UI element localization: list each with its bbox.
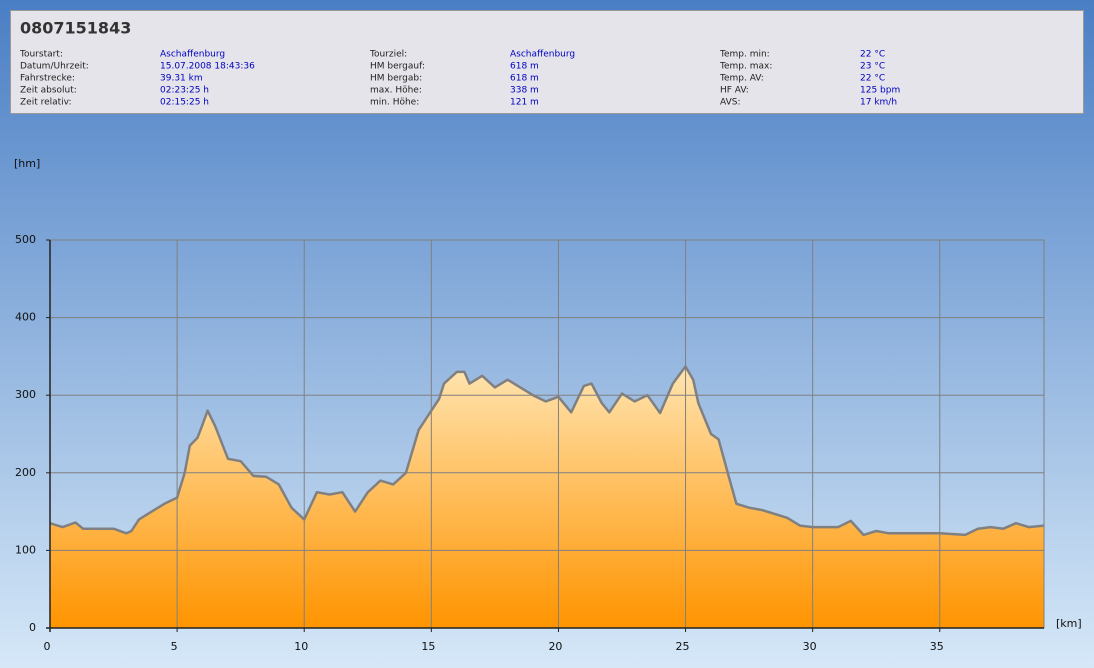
x-tick-label: 5 [171, 640, 178, 653]
x-tick-label: 25 [676, 640, 690, 653]
field-label: HM bergab: [370, 74, 422, 84]
tour-title: 0807151843 [20, 19, 131, 38]
field-value: 02:23:25 h [160, 86, 209, 96]
x-tick-label: 0 [44, 640, 51, 653]
field-value: 618 m [510, 74, 539, 84]
y-tick-label: 100 [15, 543, 36, 556]
info-panel [10, 10, 1084, 114]
field-value: Aschaffenburg [510, 50, 575, 60]
elevation-line [49, 365, 1045, 537]
field-label: Temp. AV: [719, 74, 764, 84]
field-label: Tourziel: [369, 50, 407, 60]
x-tick-label: 15 [421, 640, 435, 653]
y-tick-label: 500 [15, 233, 36, 246]
field-label: max. Höhe: [370, 86, 422, 96]
field-label: Datum/Uhrzeit: [20, 62, 89, 72]
y-tick-label: 300 [15, 388, 36, 401]
field-label: Tourstart: [19, 50, 63, 60]
y-tick-label: 200 [15, 466, 36, 479]
field-value: 121 m [510, 98, 539, 108]
field-value: 02:15:25 h [160, 98, 209, 108]
y-tick-label: 0 [29, 621, 36, 634]
field-value: 125 bpm [860, 86, 900, 96]
field-value: 618 m [510, 62, 539, 72]
field-label: Zeit absolut: [20, 86, 77, 96]
field-value: 22 °C [860, 74, 885, 84]
field-value: Aschaffenburg [160, 50, 225, 60]
x-axis-label: [km] [1056, 617, 1082, 630]
field-value: 23 °C [860, 62, 885, 72]
y-axis-label: [hm] [14, 157, 40, 170]
field-label: min. Höhe: [370, 98, 419, 108]
field-label: HF AV: [720, 86, 749, 96]
x-tick-label: 35 [930, 640, 944, 653]
field-label: HM bergauf: [370, 62, 425, 72]
x-tick-label: 10 [294, 640, 308, 653]
field-value: 17 km/h [860, 98, 897, 108]
field-value: 15.07.2008 18:43:36 [160, 62, 255, 72]
x-tick-label: 20 [548, 640, 562, 653]
field-label: Temp. min: [719, 50, 770, 60]
field-label: Zeit relativ: [20, 98, 72, 108]
field-label: Temp. max: [719, 62, 772, 72]
field-value: 39.31 km [160, 74, 203, 84]
field-label: AVS: [720, 98, 740, 108]
field-value: 338 m [510, 86, 539, 96]
field-label: Fahrstrecke: [20, 74, 75, 84]
x-tick-label: 30 [803, 640, 817, 653]
field-value: 22 °C [860, 50, 885, 60]
area-fill [50, 366, 1044, 628]
y-tick-label: 400 [15, 311, 36, 324]
